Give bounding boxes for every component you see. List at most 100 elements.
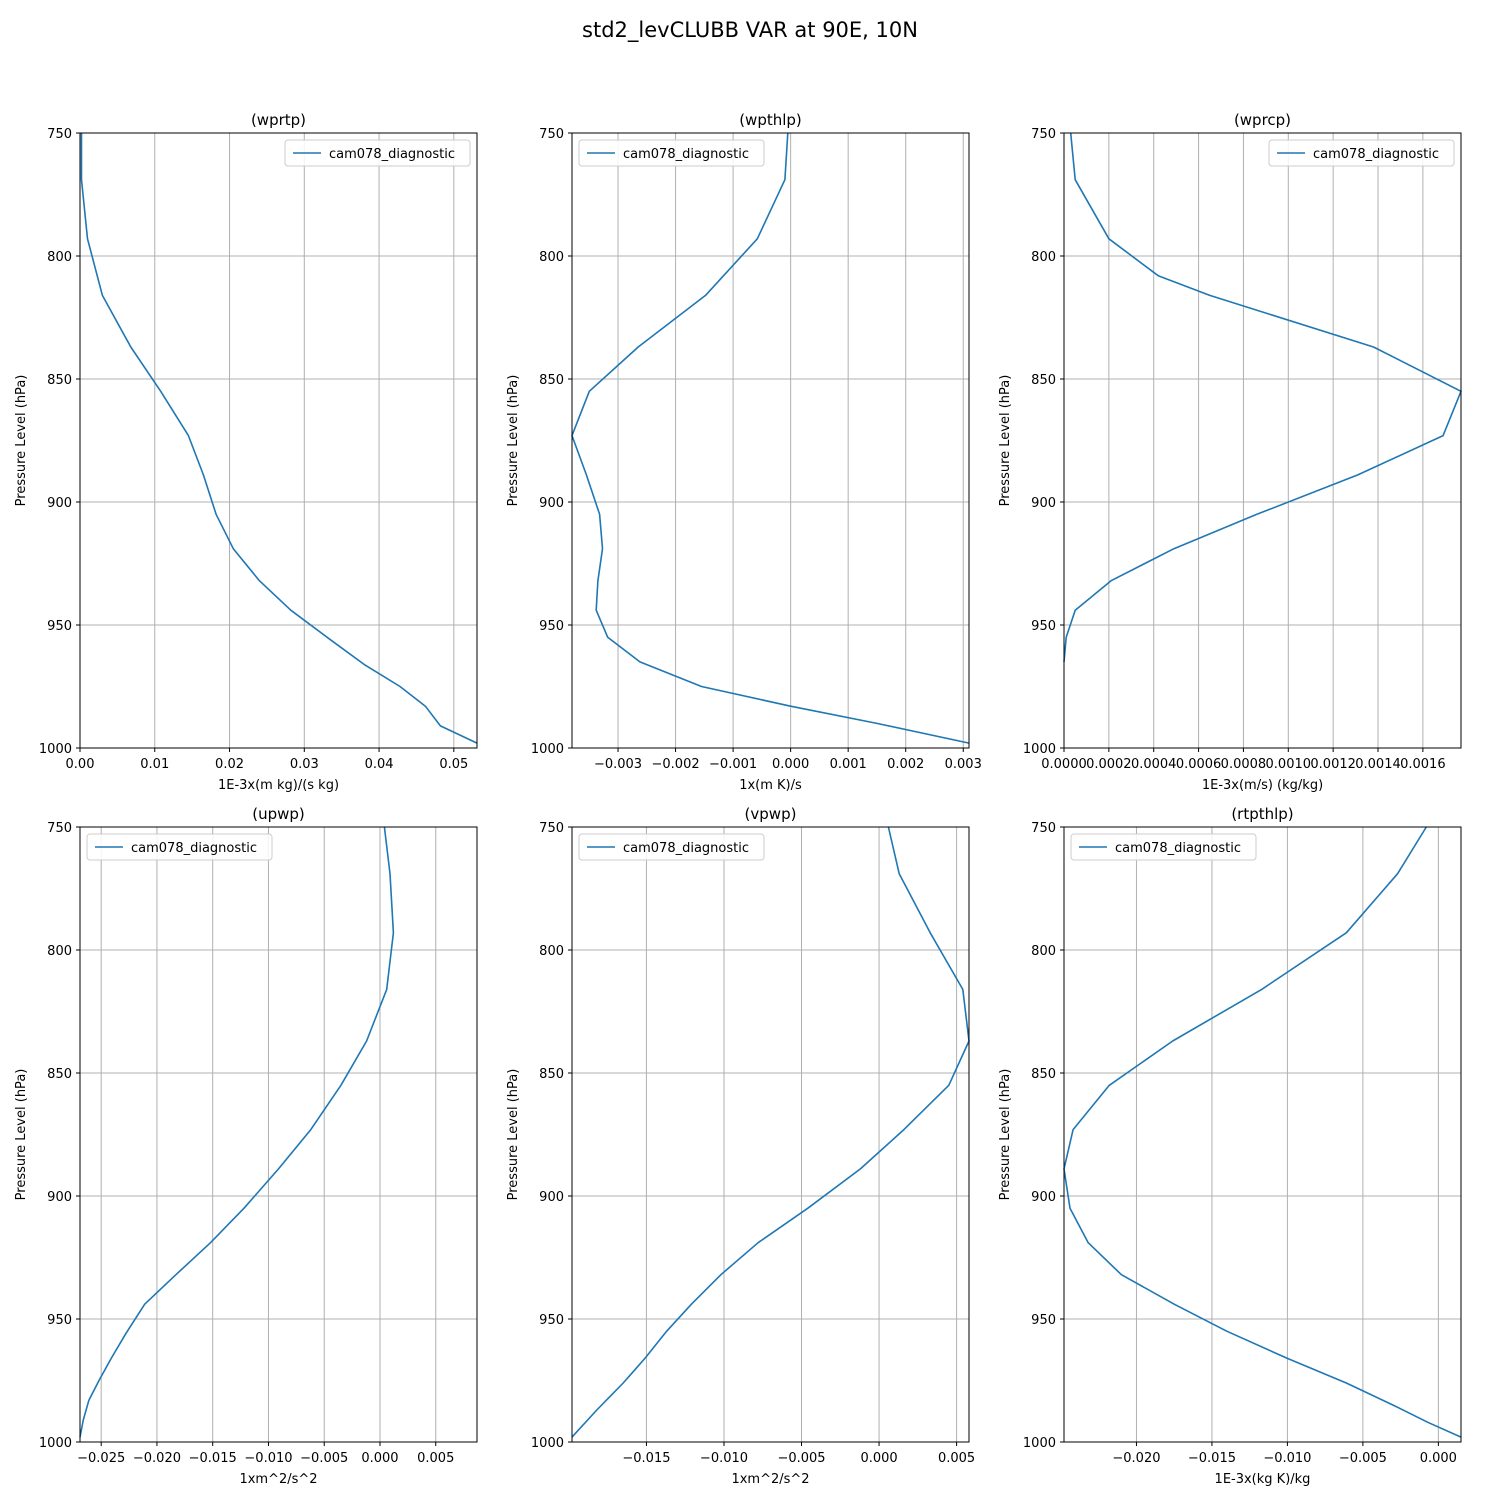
x-tick-label: −0.025 (77, 1451, 125, 1466)
x-axis-label: 1E-3x(m kg)/(s kg) (218, 778, 339, 793)
y-tick-label: 800 (47, 250, 72, 265)
x-tick-label: −0.020 (133, 1451, 181, 1466)
legend-box (1070, 833, 1257, 861)
y-tick-label: 1000 (531, 742, 564, 757)
x-tick-label: 0.0010 (1266, 757, 1312, 772)
y-tick-label: 750 (47, 821, 72, 836)
plot-frame (1063, 132, 1462, 749)
x-tick-label: −0.010 (1263, 1451, 1311, 1466)
y-tick-label: 1000 (1023, 742, 1056, 757)
legend-label: cam078_diagnostic (623, 147, 749, 162)
subplot-title: (rtpthlp) (1231, 805, 1293, 823)
y-tick-label: 900 (539, 1190, 564, 1205)
y-tick-label: 750 (47, 127, 72, 142)
y-tick-label: 800 (539, 944, 564, 959)
plot-frame (1063, 826, 1462, 1443)
figure-title: std2_levCLUBB VAR at 90E, 10N (582, 18, 918, 43)
legend-label: cam078_diagnostic (1115, 841, 1241, 856)
legend-label: cam078_diagnostic (623, 841, 749, 856)
x-tick-label: 0.000 (860, 1451, 897, 1466)
y-tick-label: 900 (1031, 496, 1056, 511)
x-axis-label: 1xm^2/s^2 (731, 1472, 809, 1487)
x-tick-label: −0.005 (777, 1451, 825, 1466)
subplot-title: (wprtp) (251, 111, 306, 129)
x-tick-label: 0.002 (887, 757, 924, 772)
y-tick-label: 850 (1031, 373, 1056, 388)
x-tick-label: −0.010 (244, 1451, 292, 1466)
x-tick-label: 0.0016 (1400, 757, 1446, 772)
x-tick-label: 0.000 (772, 757, 809, 772)
legend: cam078_diagnostic (1268, 139, 1455, 167)
subplot-title: (wprcp) (1234, 111, 1291, 129)
series-line-cam078_diagnostic (80, 133, 478, 744)
legend-label: cam078_diagnostic (131, 841, 257, 856)
y-tick-label: 1000 (531, 1436, 564, 1451)
legend: cam078_diagnostic (578, 833, 765, 861)
legend-box (86, 833, 273, 861)
y-axis-label: Pressure Level (hPa) (14, 375, 29, 507)
y-tick-label: 850 (539, 1067, 564, 1082)
plot-frame (571, 826, 970, 1443)
legend: cam078_diagnostic (284, 139, 471, 167)
legend: cam078_diagnostic (1070, 833, 1257, 861)
y-tick-label: 900 (47, 1190, 72, 1205)
x-tick-label: 0.003 (945, 757, 982, 772)
legend-label: cam078_diagnostic (329, 147, 455, 162)
subplot-wprcp: 0.0000 0.0002 0.0004 0.0006 0.0008 0.0010 0.00… (998, 111, 1462, 793)
series-line-cam078_diagnostic (1063, 132, 1462, 662)
x-axis-label: 1E-3x(kg K)/kg (1215, 1472, 1311, 1487)
y-tick-label: 800 (1031, 944, 1056, 959)
y-axis-label: Pressure Level (hPa) (14, 1069, 29, 1201)
y-tick-label: 750 (1031, 821, 1056, 836)
x-tick-label: −0.002 (652, 757, 700, 772)
plot-frame (79, 826, 478, 1443)
y-tick-label: 950 (539, 619, 564, 634)
subplot-rtpthlp: −0.020 −0.015 −0.010 −0.005 0.000 750 800 850 90… (998, 805, 1462, 1487)
y-tick-label: 950 (1031, 1313, 1056, 1328)
x-tick-label: 0.03 (290, 757, 319, 772)
x-tick-label: −0.015 (189, 1451, 237, 1466)
series-line-cam078_diagnostic (79, 826, 395, 1438)
x-axis-label: 1E-3x(m/s) (kg/kg) (1202, 778, 1323, 793)
y-axis-label: Pressure Level (hPa) (998, 375, 1013, 507)
x-tick-label: 0.01 (140, 757, 169, 772)
x-tick-label: 0.001 (830, 757, 867, 772)
y-axis-label: Pressure Level (hPa) (998, 1069, 1013, 1201)
x-tick-label: −0.001 (709, 757, 757, 772)
x-axis-label: 1x(m K)/s (739, 778, 802, 793)
subplot-title: (upwp) (252, 805, 305, 823)
y-tick-label: 950 (47, 619, 72, 634)
y-tick-label: 850 (47, 373, 72, 388)
legend-box (578, 833, 765, 861)
subplot-title: (wpthlp) (739, 111, 802, 129)
y-tick-label: 1000 (1023, 1436, 1056, 1451)
x-tick-label: −0.005 (1339, 1451, 1387, 1466)
x-tick-label: −0.015 (1188, 1451, 1236, 1466)
x-tick-label: 0.0000 (1041, 757, 1087, 772)
x-tick-label: −0.010 (700, 1451, 748, 1466)
plot-frame (571, 132, 970, 749)
y-tick-label: 900 (47, 496, 72, 511)
x-tick-label: −0.015 (622, 1451, 670, 1466)
x-tick-label: 0.0014 (1355, 757, 1401, 772)
x-tick-label: 0.00 (66, 757, 95, 772)
plot-frame (79, 132, 478, 749)
subplot-wprtp: 0.00 0.01 0.02 0.03 0.04 0.05 750 800 850 900 950 1… (14, 111, 478, 793)
x-tick-label: 0.04 (365, 757, 394, 772)
x-tick-label: −0.005 (300, 1451, 348, 1466)
y-tick-label: 750 (539, 127, 564, 142)
x-tick-label: 0.005 (938, 1451, 975, 1466)
x-tick-label: 0.05 (439, 757, 468, 772)
series-line-cam078_diagnostic (1063, 826, 1462, 1438)
x-tick-label: 0.0006 (1176, 757, 1222, 772)
y-tick-label: 800 (47, 944, 72, 959)
x-tick-label: 0.000 (1420, 1451, 1457, 1466)
y-axis-label: Pressure Level (hPa) (506, 375, 521, 507)
y-tick-label: 800 (1031, 250, 1056, 265)
series-line-cam078_diagnostic (571, 132, 970, 744)
y-tick-label: 850 (539, 373, 564, 388)
x-tick-label: 0.000 (361, 1451, 398, 1466)
x-tick-label: −0.020 (1112, 1451, 1160, 1466)
y-tick-label: 850 (1031, 1067, 1056, 1082)
